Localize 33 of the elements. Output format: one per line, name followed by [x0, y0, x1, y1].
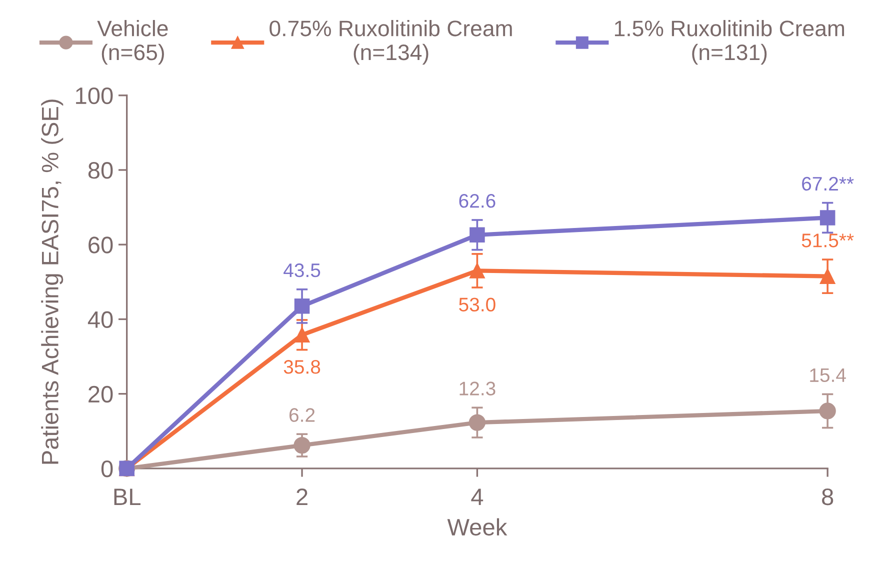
legend-label: Vehicle (n=65) [97, 20, 168, 65]
data-label: 62.6 [459, 194, 496, 208]
point [470, 263, 485, 278]
y-tick-label: 80 [88, 162, 113, 179]
point [294, 436, 310, 454]
data-label: 35.8 [284, 360, 320, 374]
x-tick-label: 4 [471, 488, 484, 505]
point [468, 414, 486, 431]
data-label: 67.2** [802, 176, 854, 191]
y-axis-title: Patients Achieving EASI75, % (SE) [41, 100, 64, 464]
x-axis-title: Week [447, 518, 508, 536]
y-tick-label: 0 [101, 460, 113, 478]
y-tick-label: 60 [88, 236, 113, 254]
point [819, 402, 836, 420]
point [294, 327, 310, 343]
legend-label: 0.75% Ruxolitinib Cream (n=134) [270, 20, 512, 65]
x-tick-label: BL [114, 488, 140, 505]
x-tick-label: 2 [296, 488, 308, 505]
data-label: 43.5 [284, 263, 320, 278]
y-tick-label: 20 [88, 386, 113, 403]
point [820, 268, 836, 284]
y-tick-label: 40 [88, 311, 113, 328]
point [294, 298, 310, 314]
data-label: 12.3 [460, 382, 496, 396]
legend-label: 1.5% Ruxolitinib Cream (n=131) [614, 20, 844, 65]
data-label: 53.0 [459, 298, 496, 312]
point [820, 210, 836, 226]
data-label: 6.2 [289, 408, 315, 422]
y-tick-label: 100 [76, 87, 113, 104]
x-tick-label: 8 [822, 488, 834, 506]
data-label: 51.5** [802, 234, 854, 248]
point [470, 227, 485, 243]
data-label: 15.4 [810, 368, 846, 382]
